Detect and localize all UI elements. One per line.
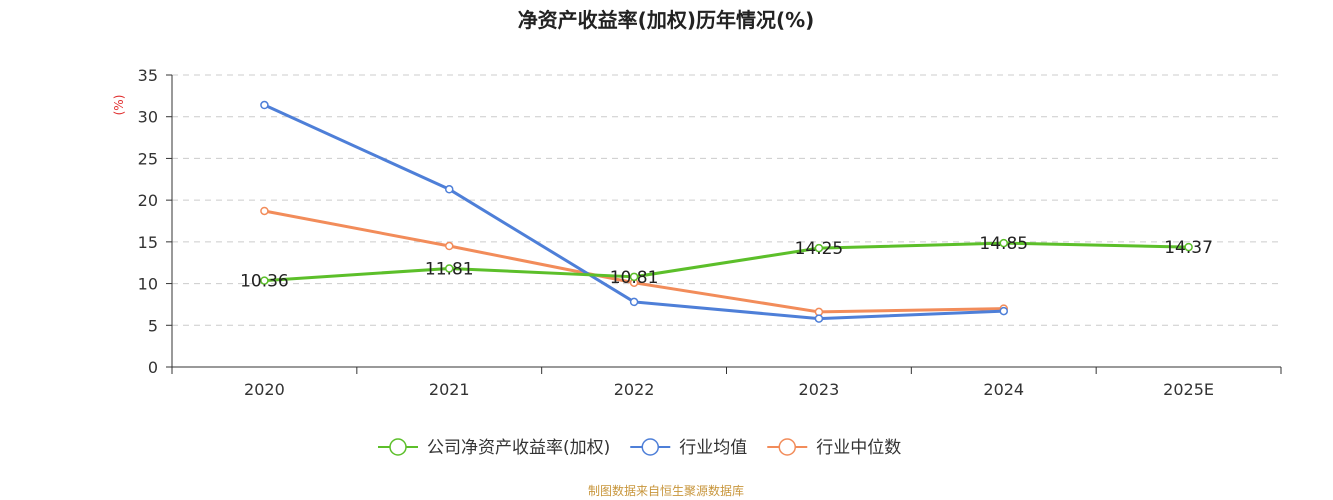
legend-marker-0 [389,438,407,456]
series-0-point-2020 [260,276,269,285]
series-1-point-2024 [999,306,1008,316]
y-axis: 0 5 10 15 20 25 30 35 [138,66,173,377]
series-1-point-2022 [629,297,639,307]
x-tick-label-2023: 2023 [799,380,840,399]
data-label-2025E: 14.37 [1164,238,1213,258]
series-2-point-2021 [445,241,454,251]
series-0-point-2021 [445,264,454,273]
data-label-2020: 10.36 [240,272,289,292]
y-tick-label-10: 10 [138,275,158,294]
legend-label-1: 行业均值 [679,438,747,458]
data-labels: 10.36 11.81 10.81 14.25 14.85 14.37 [240,234,1213,291]
y-tick-label-35: 35 [138,66,158,85]
x-tick-label-2021: 2021 [429,380,470,399]
series-line-2 [264,209,1004,314]
y-tick-label-20: 20 [138,191,158,210]
series-2-point-2020 [260,206,269,216]
data-label-2021: 11.81 [425,259,474,279]
series-0-point-2025E [1184,242,1193,252]
series-0-point-2022 [629,272,639,282]
data-label-2022: 10.81 [610,268,659,288]
x-tick-label-2024: 2024 [983,380,1024,399]
x-tick-label-2025E: 2025E [1163,380,1214,399]
series-1-point-2021 [445,185,454,194]
chart-title: 净资产收益率(加权)历年情况(%) [518,8,815,32]
y-tick-label-0: 0 [148,358,158,377]
legend-marker-1 [641,438,660,456]
y-tick-label-30: 30 [138,108,158,127]
series-0-point-2024 [999,238,1008,248]
y-tick-label-5: 5 [148,316,158,335]
x-axis: 2020 2021 2022 2023 2024 2025E [171,366,1282,399]
data-label-2024: 14.85 [979,234,1028,254]
series-0-point-2023 [814,243,824,253]
y-tick-label-15: 15 [138,233,158,252]
series-1-point-2023 [814,314,824,323]
y-axis-label: (%) [112,95,126,116]
legend: 公司净资产收益率(加权) 行业均值 行业中位数 [378,438,901,458]
legend-label-0: 公司净资产收益率(加权) [427,438,610,458]
source-note: 制图数据来自恒生聚源数据库 [588,483,744,498]
series-group [260,100,1193,323]
series-line-0 [264,241,1189,283]
legend-marker-2 [778,438,797,456]
grid-lines [172,74,1281,326]
x-tick-label-2020: 2020 [244,380,285,399]
data-label-2023: 14.25 [795,239,844,259]
x-tick-label-2022: 2022 [614,380,655,399]
y-tick-label-25: 25 [138,149,158,168]
legend-label-2: 行业中位数 [816,438,901,458]
series-1-point-2020 [260,100,269,110]
